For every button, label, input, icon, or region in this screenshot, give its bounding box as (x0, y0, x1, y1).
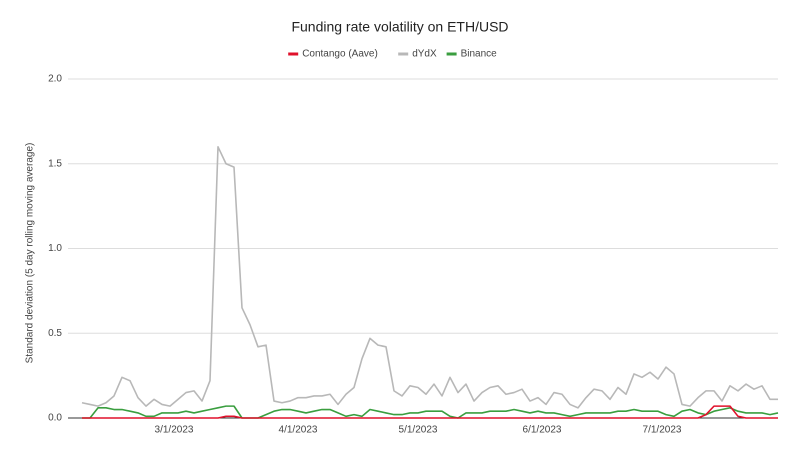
x-tick-label: 3/1/2023 (155, 425, 194, 436)
y-tick-label: 0.0 (48, 413, 62, 424)
x-tick-label: 6/1/2023 (523, 425, 562, 436)
x-tick-label: 5/1/2023 (399, 425, 438, 436)
y-tick-label: 0.5 (48, 328, 62, 339)
y-tick-label: 1.5 (48, 158, 62, 169)
series-line (82, 405, 779, 419)
series-line (82, 405, 778, 419)
y-axis-label: Standard deviation (5 day rolling moving… (25, 143, 36, 364)
legend-label: Contango (Aave) (302, 49, 378, 60)
y-tick-label: 2.0 (48, 74, 62, 85)
chart-title: Funding rate volatility on ETH/USD (291, 19, 508, 35)
series-line (81, 146, 778, 409)
legend-label: dYdX (412, 49, 437, 60)
legend-label: Binance (461, 49, 498, 60)
x-tick-label: 7/1/2023 (643, 425, 682, 436)
x-tick-label: 4/1/2023 (279, 425, 318, 436)
y-tick-label: 1.0 (48, 243, 62, 254)
